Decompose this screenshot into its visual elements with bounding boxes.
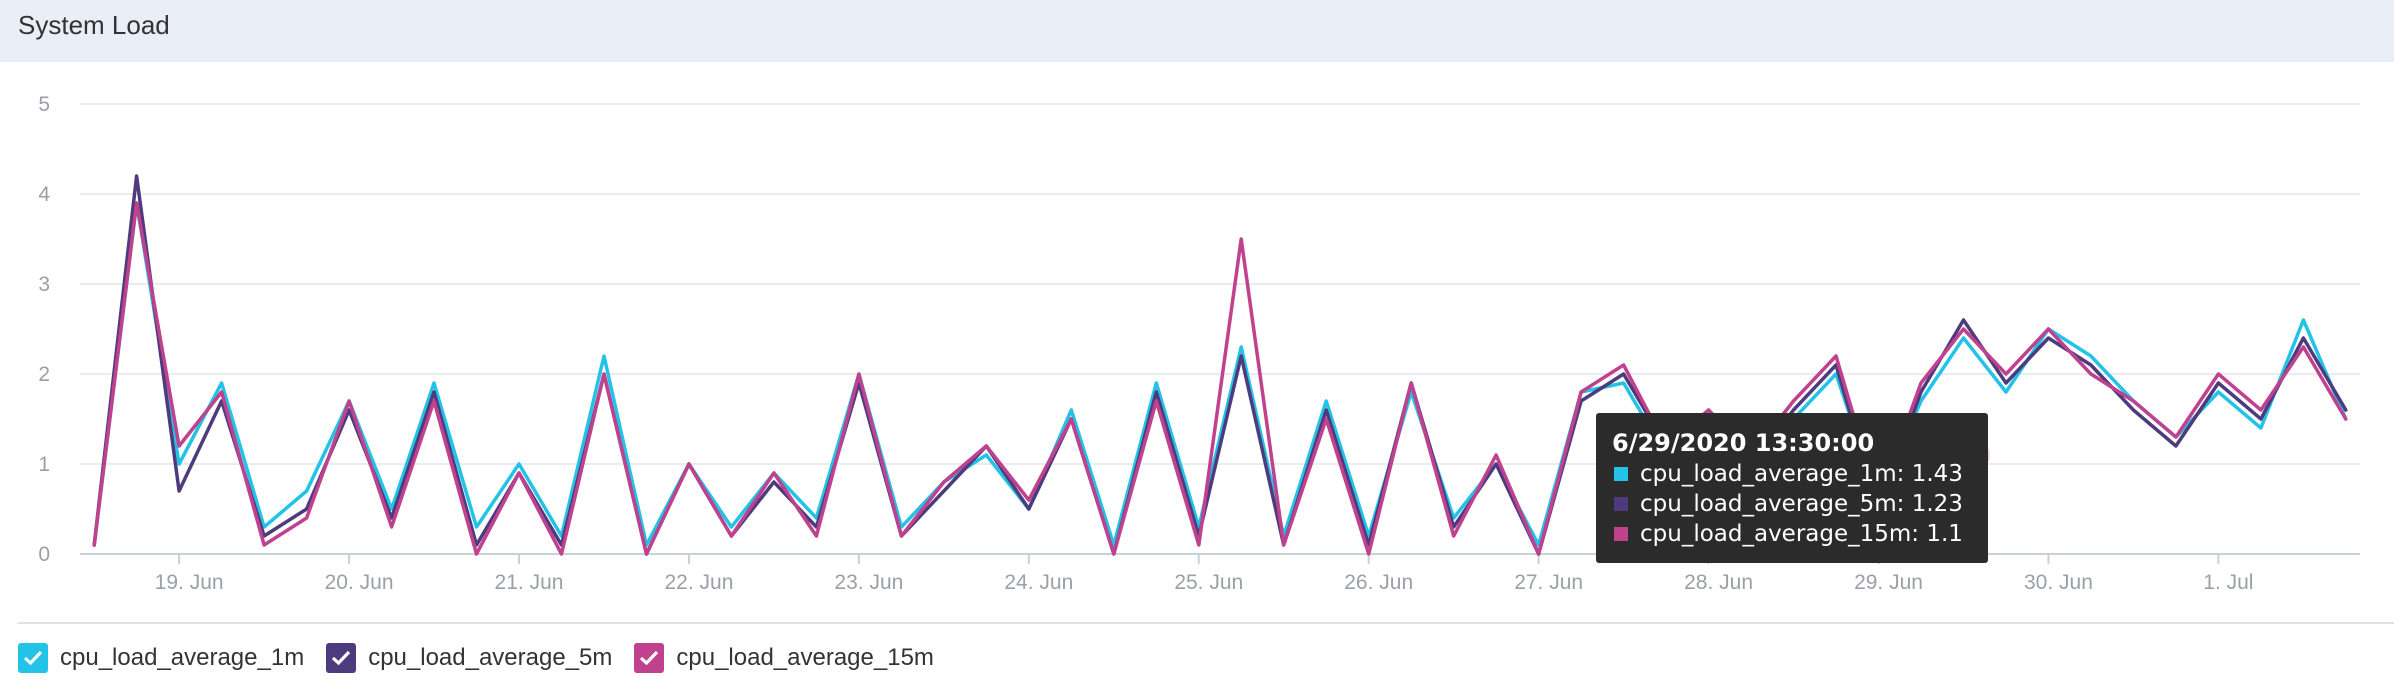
x-tick-label: 30. Jun xyxy=(2024,571,2093,594)
checkbox-icon[interactable] xyxy=(326,643,357,673)
legend-label-5m: cpu_load_average_5m xyxy=(368,644,613,671)
tooltip-row-text: cpu_load_average_5m: 1.23 xyxy=(1640,491,1963,517)
tooltip-row-1m: cpu_load_average_1m: 1.43 xyxy=(1614,461,1963,487)
legend-item-15m[interactable]: cpu_load_average_15m xyxy=(634,643,934,673)
legend-item-1m[interactable]: cpu_load_average_1m xyxy=(18,643,304,673)
checkbox-icon[interactable] xyxy=(18,643,48,673)
series-swatch-icon xyxy=(1614,467,1628,481)
x-tick-label: 20. Jun xyxy=(325,571,394,594)
x-tick-label: 23. Jun xyxy=(834,571,903,594)
series-swatch-icon xyxy=(1614,497,1628,511)
x-tick-label: 25. Jun xyxy=(1174,571,1243,594)
tooltip-row-5m: cpu_load_average_5m: 1.23 xyxy=(1614,491,1963,517)
legend-item-5m[interactable]: cpu_load_average_5m xyxy=(326,643,612,673)
x-tick-label: 22. Jun xyxy=(664,571,733,594)
legend-divider xyxy=(18,622,2394,624)
y-tick-label: 5 xyxy=(38,93,50,116)
series-swatch-icon xyxy=(1614,527,1628,541)
y-tick-label: 3 xyxy=(38,273,50,296)
panel-title: System Load xyxy=(18,10,170,40)
panel-header: System Load xyxy=(0,0,2394,62)
checkbox-icon[interactable] xyxy=(634,643,665,673)
series-line-cpu_load_average_5m xyxy=(92,174,2348,556)
legend-label-1m: cpu_load_average_1m xyxy=(60,644,305,671)
legend-label-15m: cpu_load_average_15m xyxy=(676,644,934,671)
tooltip-row-15m: cpu_load_average_15m: 1.1 xyxy=(1614,521,1963,547)
x-tick-label: 29. Jun xyxy=(1854,571,1923,594)
tooltip-title: 6/29/2020 13:30:00 xyxy=(1612,429,1875,457)
y-tick-label: 4 xyxy=(38,183,50,206)
series-line-cpu_load_average_1m xyxy=(92,201,2348,547)
y-tick-label: 1 xyxy=(38,453,50,476)
x-tick-label: 27. Jun xyxy=(1514,571,1583,594)
x-tick-label: 24. Jun xyxy=(1004,571,1073,594)
tooltip-row-text: cpu_load_average_15m: 1.1 xyxy=(1640,521,1963,547)
x-tick-label: 26. Jun xyxy=(1344,571,1413,594)
tooltip-row-text: cpu_load_average_1m: 1.43 xyxy=(1640,461,1963,487)
tooltip: 6/29/2020 13:30:00 cpu_load_average_1m: … xyxy=(1596,413,1988,563)
y-tick-label: 0 xyxy=(38,543,50,566)
load-chart[interactable]: 0 1 2 3 4 5 19. Jun 20. Jun 21. Jun 22. Jun 23. Ju… xyxy=(0,62,2394,622)
x-tick-label: 1. Jul xyxy=(2203,571,2253,594)
x-tick-label: 28. Jun xyxy=(1684,571,1753,594)
x-tick-label: 21. Jun xyxy=(495,571,564,594)
series-line-cpu_load_average_15m xyxy=(92,201,2348,556)
legend: cpu_load_average_1m cpu_load_average_5m … xyxy=(18,642,956,674)
x-tick-label: 19. Jun xyxy=(155,571,224,594)
y-tick-label: 2 xyxy=(38,363,50,386)
